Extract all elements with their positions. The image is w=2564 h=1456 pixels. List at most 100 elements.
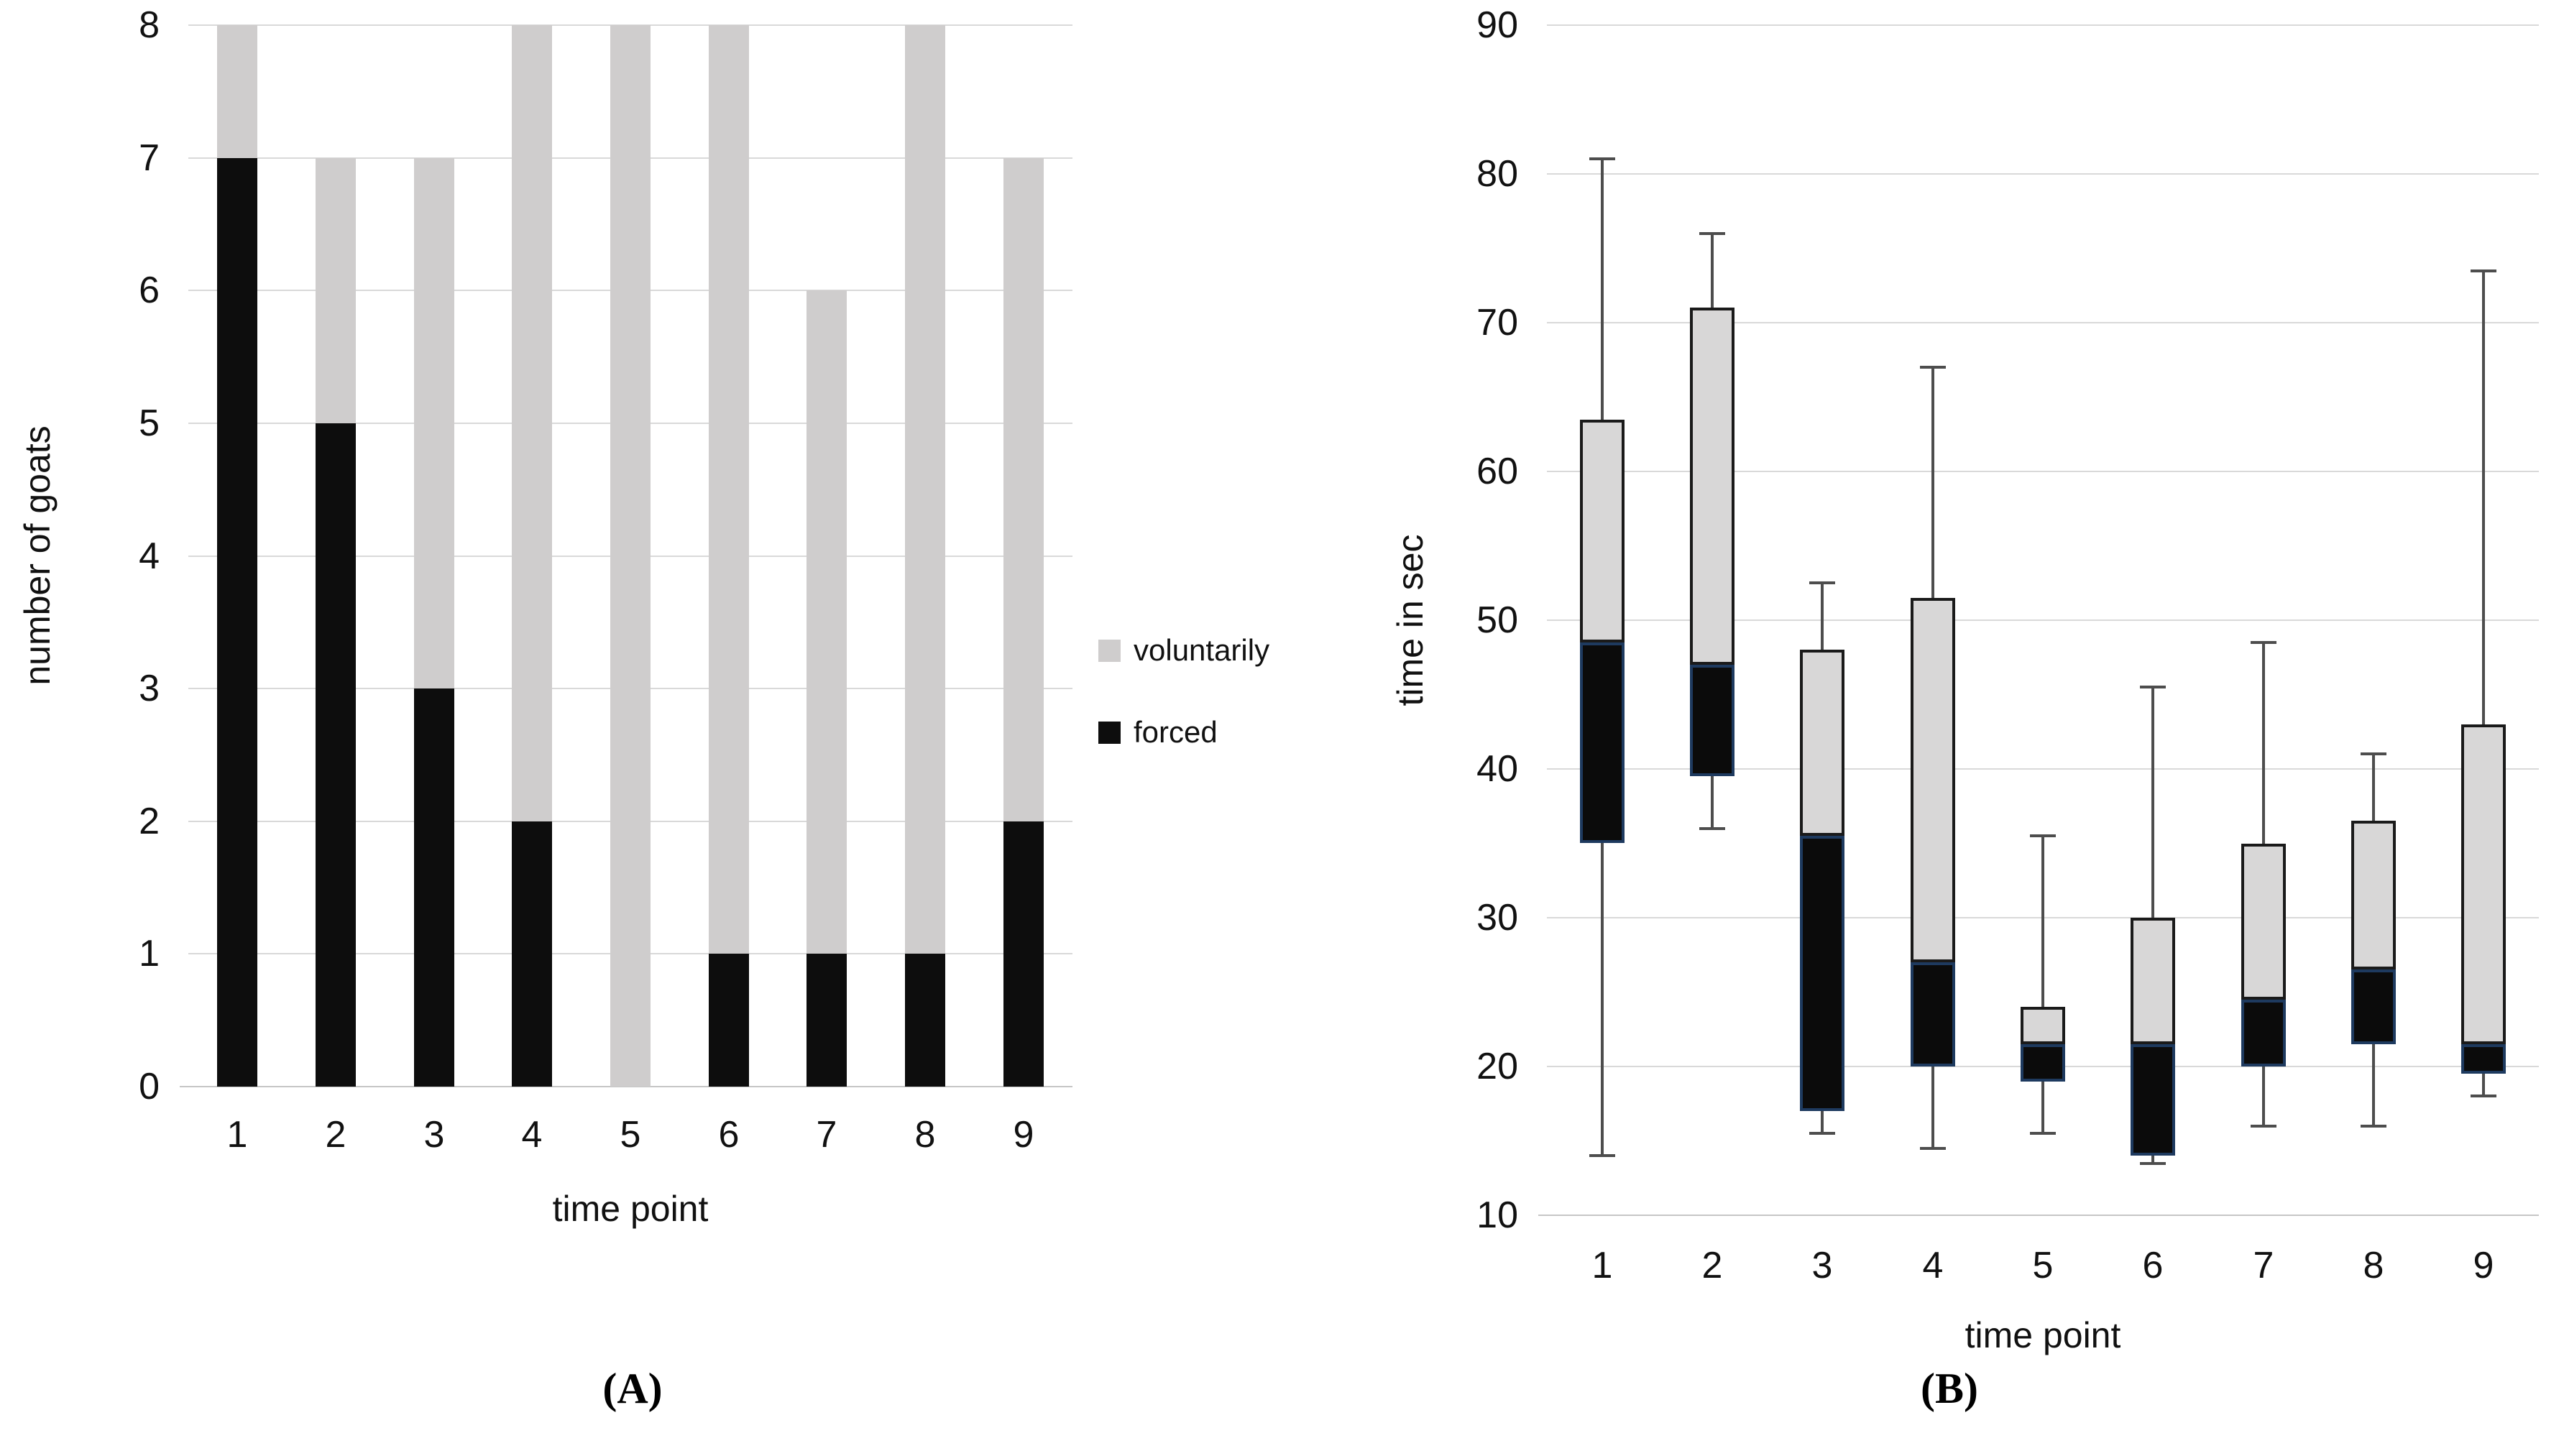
bar-segment-voluntarily <box>316 157 356 423</box>
chart-b-y-tick-label: 70 <box>1476 302 1518 344</box>
chart-a-x-tick-label: 8 <box>914 1114 936 1156</box>
bar-segment-forced <box>709 954 749 1087</box>
chart-a-x-tick-label: 9 <box>1013 1114 1034 1156</box>
chart-b-x-tick-label: 6 <box>2142 1245 2164 1286</box>
chart-b-x-tick-label: 5 <box>2032 1245 2054 1286</box>
whisker-cap-top <box>2251 641 2276 645</box>
chart-b-y-tick-label: 90 <box>1476 4 1518 46</box>
chart-a-x-tick-label: 4 <box>521 1114 543 1156</box>
chart-a-x-tick-label: 1 <box>226 1114 248 1156</box>
chart-b-y-tick-label: 10 <box>1476 1194 1518 1236</box>
bar-segment-forced <box>1003 821 1044 1087</box>
whisker-cap-top <box>1699 231 1725 235</box>
bar-segment-voluntarily <box>217 25 257 158</box>
box-lower-quartile <box>2021 1043 2065 1082</box>
whisker-cap-bottom <box>2471 1095 2496 1098</box>
chart-b-x-tick-label: 2 <box>1701 1245 1723 1286</box>
caption-a: (A) <box>602 1365 663 1412</box>
chart-b-x-tick-label: 9 <box>2473 1245 2494 1286</box>
box-upper-quartile <box>1580 419 1625 643</box>
chart-a-y-axis-title: number of goats <box>17 425 58 686</box>
chart-b-y-axis-title: time in sec <box>1390 534 1430 706</box>
chart-b-y-tick-label: 50 <box>1476 599 1518 641</box>
whisker-cap-bottom <box>1699 826 1725 830</box>
bar-segment-voluntarily <box>807 290 847 954</box>
caption-b: (B) <box>1921 1365 1978 1412</box>
legend-label-voluntarily: voluntarily <box>1134 633 1270 667</box>
chart-b-x-tick-label: 7 <box>2253 1245 2274 1286</box>
chart-b-gridline <box>1547 173 2539 175</box>
chart-b-x-tick-label: 3 <box>1811 1245 1833 1286</box>
chart-b-gridline <box>1547 619 2539 621</box>
box-lower-quartile <box>2131 1043 2175 1156</box>
chart-b-gridline <box>1538 1215 2539 1216</box>
whisker-cap-bottom <box>2251 1124 2276 1128</box>
chart-b-gridline <box>1547 768 2539 770</box>
chart-b-x-tick-label: 4 <box>1922 1245 1944 1286</box>
bar-segment-forced <box>807 954 847 1087</box>
chart-a-y-tick-label: 3 <box>139 668 160 710</box>
chart-a-y-tick-label: 7 <box>139 137 160 179</box>
box-upper-quartile <box>1800 650 1844 837</box>
chart-a-x-axis-title: time point <box>552 1189 709 1229</box>
legend-swatch-voluntarily-icon <box>1098 639 1121 662</box>
box-lower-quartile <box>1800 836 1844 1112</box>
chart-a-gridline <box>180 1086 1072 1087</box>
whisker-cap-top <box>1809 581 1835 585</box>
chart-a-y-tick-label: 0 <box>139 1066 160 1107</box>
box-lower-quartile <box>2351 969 2396 1044</box>
chart-b-x-axis-title: time point <box>1965 1315 2121 1355</box>
legend-label-forced: forced <box>1134 715 1218 749</box>
bar-segment-voluntarily <box>512 25 552 821</box>
bar-segment-voluntarily <box>1003 157 1044 821</box>
whisker-cap-bottom <box>2140 1161 2166 1165</box>
whisker-cap-bottom <box>1809 1132 1835 1135</box>
whisker-cap-bottom <box>1920 1146 1946 1150</box>
whisker-cap-top <box>2361 752 2386 756</box>
box-upper-quartile <box>2461 724 2506 1044</box>
bar-segment-forced <box>512 821 552 1087</box>
chart-a-y-tick-label: 8 <box>139 4 160 46</box>
chart-a-y-tick-label: 2 <box>139 800 160 842</box>
chart-a-x-tick-label: 6 <box>718 1114 740 1156</box>
box-lower-quartile <box>1690 665 1734 777</box>
bar-segment-voluntarily <box>905 25 945 954</box>
legend-item-forced: forced <box>1098 710 1218 755</box>
box-upper-quartile <box>2241 843 2286 1000</box>
chart-b-gridline <box>1547 24 2539 26</box>
legend-item-voluntarily: voluntarily <box>1098 628 1269 673</box>
chart-a-y-tick-label: 4 <box>139 535 160 577</box>
box-lower-quartile <box>2241 999 2286 1066</box>
bar-segment-forced <box>414 688 454 1087</box>
chart-b-gridline <box>1547 471 2539 472</box>
chart-b-y-tick-label: 30 <box>1476 897 1518 939</box>
whisker-cap-top <box>1920 366 1946 369</box>
legend-swatch-forced-icon <box>1098 721 1121 744</box>
whisker-cap-top <box>1589 157 1615 161</box>
chart-a-y-tick-label: 5 <box>139 402 160 444</box>
chart-a-y-tick-label: 1 <box>139 933 160 975</box>
box-upper-quartile <box>1911 597 1955 963</box>
box-upper-quartile <box>2351 821 2396 970</box>
chart-a-x-tick-label: 2 <box>325 1114 346 1156</box>
chart-b-y-tick-label: 40 <box>1476 748 1518 790</box>
box-upper-quartile <box>2021 1007 2065 1044</box>
box-lower-quartile <box>1580 642 1625 844</box>
box-upper-quartile <box>1690 308 1734 665</box>
chart-a-x-tick-label: 3 <box>423 1114 445 1156</box>
bar-segment-voluntarily <box>414 157 454 689</box>
chart-a-x-tick-label: 7 <box>816 1114 837 1156</box>
bar-segment-forced <box>316 423 356 1087</box>
whisker-cap-bottom <box>2030 1132 2056 1135</box>
chart-b-x-tick-label: 8 <box>2363 1245 2384 1286</box>
chart-b-y-tick-label: 20 <box>1476 1046 1518 1087</box>
box-lower-quartile <box>2461 1043 2506 1074</box>
box-upper-quartile <box>2131 918 2175 1044</box>
bar-segment-forced <box>905 954 945 1087</box>
bar-segment-forced <box>217 157 257 1087</box>
whisker <box>2482 270 2485 1097</box>
bar-segment-voluntarily <box>709 25 749 954</box>
whisker-cap-top <box>2140 686 2166 689</box>
chart-a-x-tick-label: 5 <box>620 1114 641 1156</box>
